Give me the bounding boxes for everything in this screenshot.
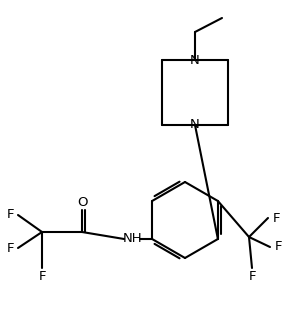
Text: F: F (6, 208, 14, 222)
Text: F: F (248, 270, 256, 282)
Text: N: N (190, 119, 200, 131)
Text: NH: NH (122, 232, 142, 246)
Text: F: F (274, 241, 282, 253)
Text: N: N (190, 53, 200, 66)
Text: F: F (38, 270, 46, 282)
Text: O: O (77, 196, 87, 208)
Text: F: F (6, 241, 14, 255)
Text: F: F (272, 212, 280, 225)
